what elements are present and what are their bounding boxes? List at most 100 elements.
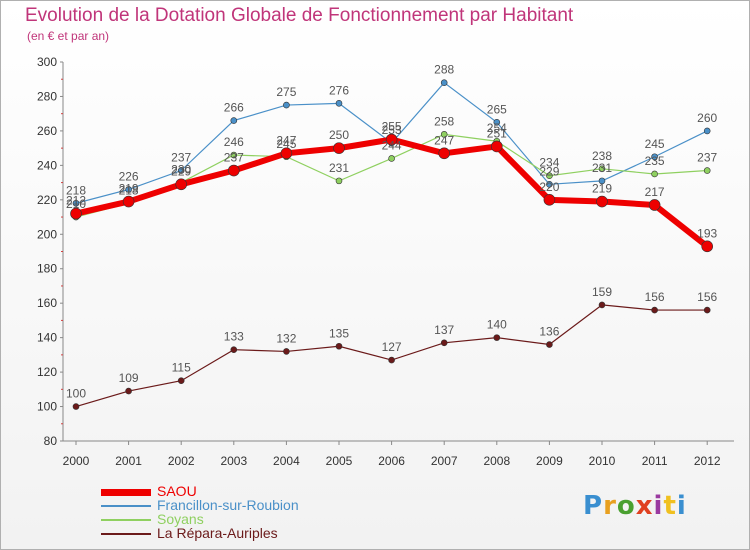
data-point [122,195,135,208]
x-tick-label: 2012 [694,454,721,468]
x-tick-label: 2007 [431,454,458,468]
x-tick-label: 2008 [483,454,510,468]
page-subtitle: (en € et par an) [27,29,110,43]
data-point [72,199,80,207]
data-label: 218 [119,183,139,197]
data-point [651,170,658,178]
data-label: 137 [434,323,454,337]
data-point [546,181,553,188]
data-label: 219 [592,182,612,196]
data-label: 246 [224,135,244,149]
data-label: 234 [539,156,559,170]
y-tick-label: 220 [37,193,57,207]
y-tick-label: 180 [37,262,57,276]
data-label: 254 [487,121,507,135]
data-label: 230 [171,163,191,177]
y-tick-label: 160 [37,296,57,310]
logo-letter: P [583,491,604,521]
data-label: 265 [487,102,507,116]
data-label: 260 [697,111,717,125]
data-point [72,403,80,410]
data-label: 247 [434,133,454,147]
data-point [596,195,608,208]
data-label: 218 [66,183,86,197]
legend-swatch [101,488,151,496]
x-tick-label: 2009 [536,454,563,468]
y-tick-label: 280 [37,89,57,103]
y-tick-label: 100 [37,400,57,414]
y-tick-label: 260 [37,124,57,138]
data-label: 212 [66,194,86,208]
y-tick-label: 140 [37,331,57,345]
x-tick-label: 2010 [589,454,616,468]
data-label: 245 [276,137,296,151]
legend-swatch [101,505,151,507]
x-tick-label: 2011 [642,454,668,468]
legend-label: Francillon-sur-Roubion [157,497,299,513]
data-point [388,356,395,364]
logo-letter: t [663,491,677,521]
data-point [125,186,132,193]
data-label: 156 [697,290,717,304]
data-point [230,151,238,159]
data-label: 109 [119,371,139,385]
data-label: 159 [592,285,612,299]
x-tick-label: 2001 [115,454,142,468]
data-label: 266 [224,101,244,115]
data-point [335,177,343,185]
proxiti-logo: Proxiti [583,491,687,521]
data-point [651,153,658,161]
legend-label: La Répara-Auriples [157,525,278,541]
legend-label: Soyans [157,511,204,527]
data-point [440,79,448,86]
data-point [283,101,290,109]
x-tick-label: 2004 [273,454,300,468]
data-point [335,100,343,107]
logo-letter: i [653,491,664,521]
data-label: 231 [329,161,349,175]
data-label: 135 [329,326,349,340]
data-label: 258 [434,114,454,128]
data-label: 229 [539,164,559,178]
data-point [648,199,661,211]
data-label: 237 [697,151,717,165]
data-label: 235 [645,154,665,168]
x-tick-label: 2002 [168,454,195,468]
logo-letter: i [676,491,687,521]
data-label: 136 [539,325,559,339]
x-tick-label: 2006 [378,454,405,468]
page-title: Evolution de la Dotation Globale de Fonc… [25,5,574,26]
legend-swatch [101,533,151,535]
data-point [493,334,501,341]
x-tick-label: 2005 [326,454,353,468]
x-tick-label: 2003 [220,454,247,468]
data-point [283,348,290,355]
legend-swatch [101,519,151,521]
data-point [70,207,82,220]
y-tick-label: 80 [44,434,58,448]
data-label: 250 [329,128,349,142]
data-label: 251 [487,126,507,140]
data-point [230,346,238,353]
data-label: 115 [172,361,191,375]
data-label: 219 [119,182,139,196]
x-tick-label: 2000 [63,454,90,468]
data-label: 127 [382,340,402,354]
data-point [228,164,240,177]
data-label: 140 [487,318,507,332]
series-line [75,304,708,408]
data-label: 244 [382,138,402,152]
data-label: 245 [645,137,665,151]
data-point [651,306,658,314]
data-point [438,147,451,160]
data-point [703,167,711,174]
data-point [493,118,501,126]
data-point [440,339,448,347]
data-label: 275 [276,85,296,99]
logo-letter: r [603,491,617,521]
data-label: 220 [539,180,559,194]
data-label: 133 [224,330,244,344]
data-label: 237 [224,151,244,165]
data-label: 210 [66,197,86,211]
